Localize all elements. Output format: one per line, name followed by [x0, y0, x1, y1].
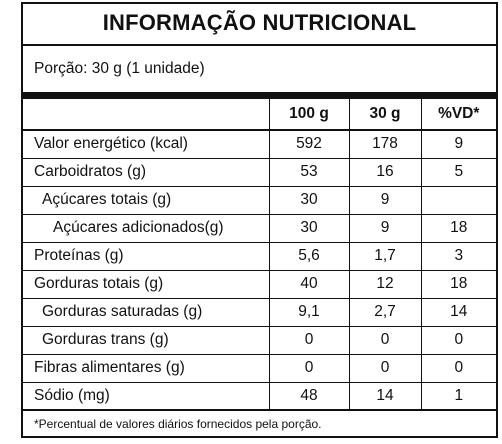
value-per-portion: 12 — [348, 270, 421, 299]
nutrient-name: Açúcares totais (g) — [23, 186, 269, 215]
value-per-portion: 0 — [348, 326, 421, 355]
nutrient-name: Carboidratos (g) — [23, 158, 269, 187]
daily-value-percent: 0 — [420, 326, 496, 355]
value-per-100g: 30 — [268, 214, 349, 243]
value-per-portion: 2,7 — [348, 298, 421, 327]
nutrient-name: Açúcares adicionados(g) — [23, 214, 269, 243]
nutrient-name: Gorduras saturadas (g) — [23, 298, 269, 327]
daily-value-percent: 14 — [420, 298, 496, 327]
nutrient-name: Gorduras trans (g) — [23, 326, 269, 355]
nutrient-name: Sódio (mg) — [23, 382, 269, 411]
value-per-portion: 14 — [348, 382, 421, 411]
value-per-portion: 178 — [348, 130, 421, 159]
value-per-100g: 0 — [268, 326, 349, 355]
table-row: Gorduras totais (g) 40 12 18 — [23, 270, 496, 299]
table-row: Sódio (mg) 48 14 1 — [23, 382, 496, 411]
value-per-portion: 9 — [348, 214, 421, 243]
daily-value-percent: 1 — [420, 382, 496, 411]
table-header-row: 100 g 30 g %VD* — [23, 99, 496, 131]
nutrition-table: 100 g 30 g %VD* Valor energético (kcal) 5… — [23, 99, 496, 411]
header-per-portion: 30 g — [348, 99, 421, 131]
nutrient-name: Gorduras totais (g) — [23, 270, 269, 299]
value-per-100g: 0 — [268, 354, 349, 383]
daily-value-percent: 18 — [420, 214, 496, 243]
table-row: Fibras alimentares (g) 0 0 0 — [23, 354, 496, 383]
table-row: Valor energético (kcal) 592 178 9 — [23, 130, 496, 159]
label-title: INFORMAÇÃO NUTRICIONAL — [102, 10, 417, 35]
title-divider — [23, 44, 496, 46]
value-per-100g: 48 — [268, 382, 349, 411]
value-per-100g: 592 — [268, 130, 349, 159]
nutrient-name: Proteínas (g) — [23, 242, 269, 271]
value-per-portion: 1,7 — [348, 242, 421, 271]
daily-value-percent: 0 — [420, 354, 496, 383]
thick-divider — [23, 92, 496, 99]
value-per-100g: 9,1 — [268, 298, 349, 327]
daily-value-percent: 5 — [420, 158, 496, 187]
footnote: *Percentual de valores diários fornecido… — [34, 417, 322, 431]
value-per-100g: 40 — [268, 270, 349, 299]
daily-value-percent: 9 — [420, 130, 496, 159]
portion-size: Porção: 30 g (1 unidade) — [34, 60, 205, 77]
daily-value-percent: 3 — [420, 242, 496, 271]
value-per-portion: 0 — [348, 354, 421, 383]
value-per-100g: 30 — [268, 186, 349, 215]
table-row: Gorduras trans (g) 0 0 0 — [23, 326, 496, 355]
nutrient-name: Fibras alimentares (g) — [23, 354, 269, 383]
value-per-portion: 16 — [348, 158, 421, 187]
daily-value-percent — [420, 186, 496, 215]
table-row: Açúcares totais (g) 30 9 — [23, 186, 496, 215]
table-row: Açúcares adicionados(g) 30 9 18 — [23, 214, 496, 243]
value-per-100g: 5,6 — [268, 242, 349, 271]
daily-value-percent: 18 — [420, 270, 496, 299]
nutrition-label: INFORMAÇÃO NUTRICIONAL Porção: 30 g (1 u… — [21, 2, 498, 438]
table-row: Proteínas (g) 5,6 1,7 3 — [23, 242, 496, 271]
value-per-100g: 53 — [268, 158, 349, 187]
value-per-portion: 9 — [348, 186, 421, 215]
header-daily-value: %VD* — [420, 99, 496, 131]
header-nutrient — [23, 99, 269, 131]
table-row: Gorduras saturadas (g) 9,1 2,7 14 — [23, 298, 496, 327]
header-per-100g: 100 g — [268, 99, 349, 131]
table-row: Carboidratos (g) 53 16 5 — [23, 158, 496, 187]
nutrient-name: Valor energético (kcal) — [23, 130, 269, 159]
